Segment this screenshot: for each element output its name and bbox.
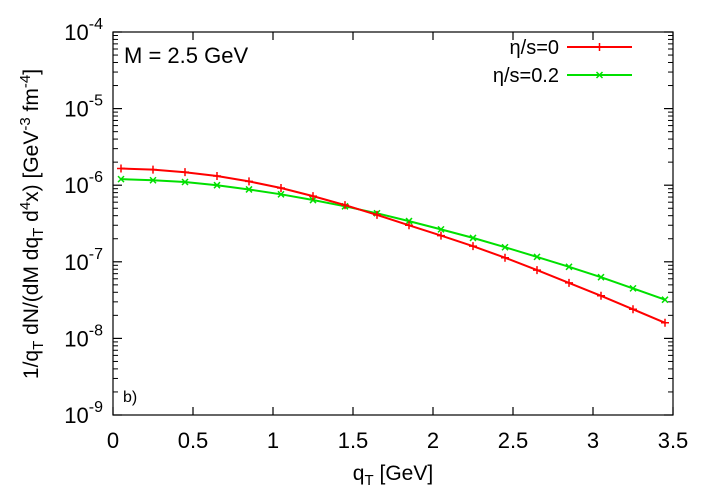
series-2-point <box>469 234 477 242</box>
series-1-point <box>341 201 349 210</box>
x-tick-label: 2.5 <box>498 428 529 453</box>
y-axis-ticks: 10-9 10-8 10-7 10-6 10-5 10-4 <box>64 16 673 428</box>
series-2-point <box>245 185 253 193</box>
series-2-point <box>149 176 157 184</box>
series-1-point <box>373 210 381 219</box>
legend-label-series-2: η/s=0.2 <box>493 65 559 87</box>
x-tick-label: 2 <box>427 428 439 453</box>
y-tick-label: 10-6 <box>64 169 103 198</box>
series-1-point <box>405 221 413 230</box>
x-tick-label: 3 <box>587 428 599 453</box>
y-axis-label: 1/qT dN/(dM dqT d4x) [GeV-3 fm-4] <box>17 69 47 379</box>
x-axis-label: qT [GeV] <box>353 462 433 489</box>
y-tick-label: 10-7 <box>64 246 103 275</box>
series-2-point <box>277 190 285 198</box>
plot-frame <box>112 31 674 416</box>
series-layer <box>117 164 669 327</box>
series-1-point <box>565 278 573 287</box>
series-1-point <box>661 318 669 327</box>
series-1-point <box>629 305 637 314</box>
series-2-line <box>120 178 666 301</box>
series-1-point <box>501 253 509 262</box>
series-1-point <box>309 192 317 201</box>
series-1-point <box>533 266 541 275</box>
series-1-point <box>149 165 157 174</box>
series-1-point <box>277 183 285 192</box>
series-1-point <box>245 177 253 186</box>
series-1-point <box>469 242 477 251</box>
series-2-point <box>437 225 445 233</box>
series-2-point <box>597 273 605 281</box>
panel-label: b) <box>123 389 137 406</box>
y-tick-label: 10-5 <box>64 93 103 122</box>
series-1-point <box>597 291 605 300</box>
series-1-point <box>181 168 189 177</box>
series-1-line <box>120 167 666 324</box>
series-1-point <box>213 171 221 180</box>
series-1 <box>117 164 669 327</box>
series-2-point <box>533 253 541 261</box>
series-2-point <box>661 296 669 304</box>
legend: η/s=0 η/s=0.2 <box>493 37 632 87</box>
legend-marker-series-2 <box>595 71 604 79</box>
x-tick-label: 3.5 <box>658 428 689 453</box>
mass-annotation: M = 2.5 GeV <box>124 43 248 68</box>
series-2-point <box>213 181 221 189</box>
x-tick-label: 1.5 <box>338 428 369 453</box>
series-2-point <box>181 178 189 186</box>
series-2 <box>117 175 669 304</box>
x-tick-label: 1 <box>267 428 279 453</box>
legend-marker-series-1 <box>595 43 604 51</box>
series-2-point <box>629 284 637 292</box>
series-1-point <box>437 231 445 240</box>
series-1-point <box>117 164 125 173</box>
x-axis-ticks: 0 0.5 1 1.5 2 2.5 3 3.5 <box>107 32 688 453</box>
x-tick-label: 0 <box>107 428 119 453</box>
series-2-point <box>501 243 509 251</box>
y-tick-label: 10-9 <box>64 399 103 428</box>
series-2-point <box>405 217 413 225</box>
series-2-point <box>565 263 573 271</box>
legend-label-series-1: η/s=0 <box>510 37 559 59</box>
series-2-point <box>117 175 125 183</box>
y-tick-label: 10-4 <box>64 16 103 45</box>
x-tick-label: 0.5 <box>178 428 209 453</box>
y-tick-label: 10-8 <box>64 322 103 351</box>
